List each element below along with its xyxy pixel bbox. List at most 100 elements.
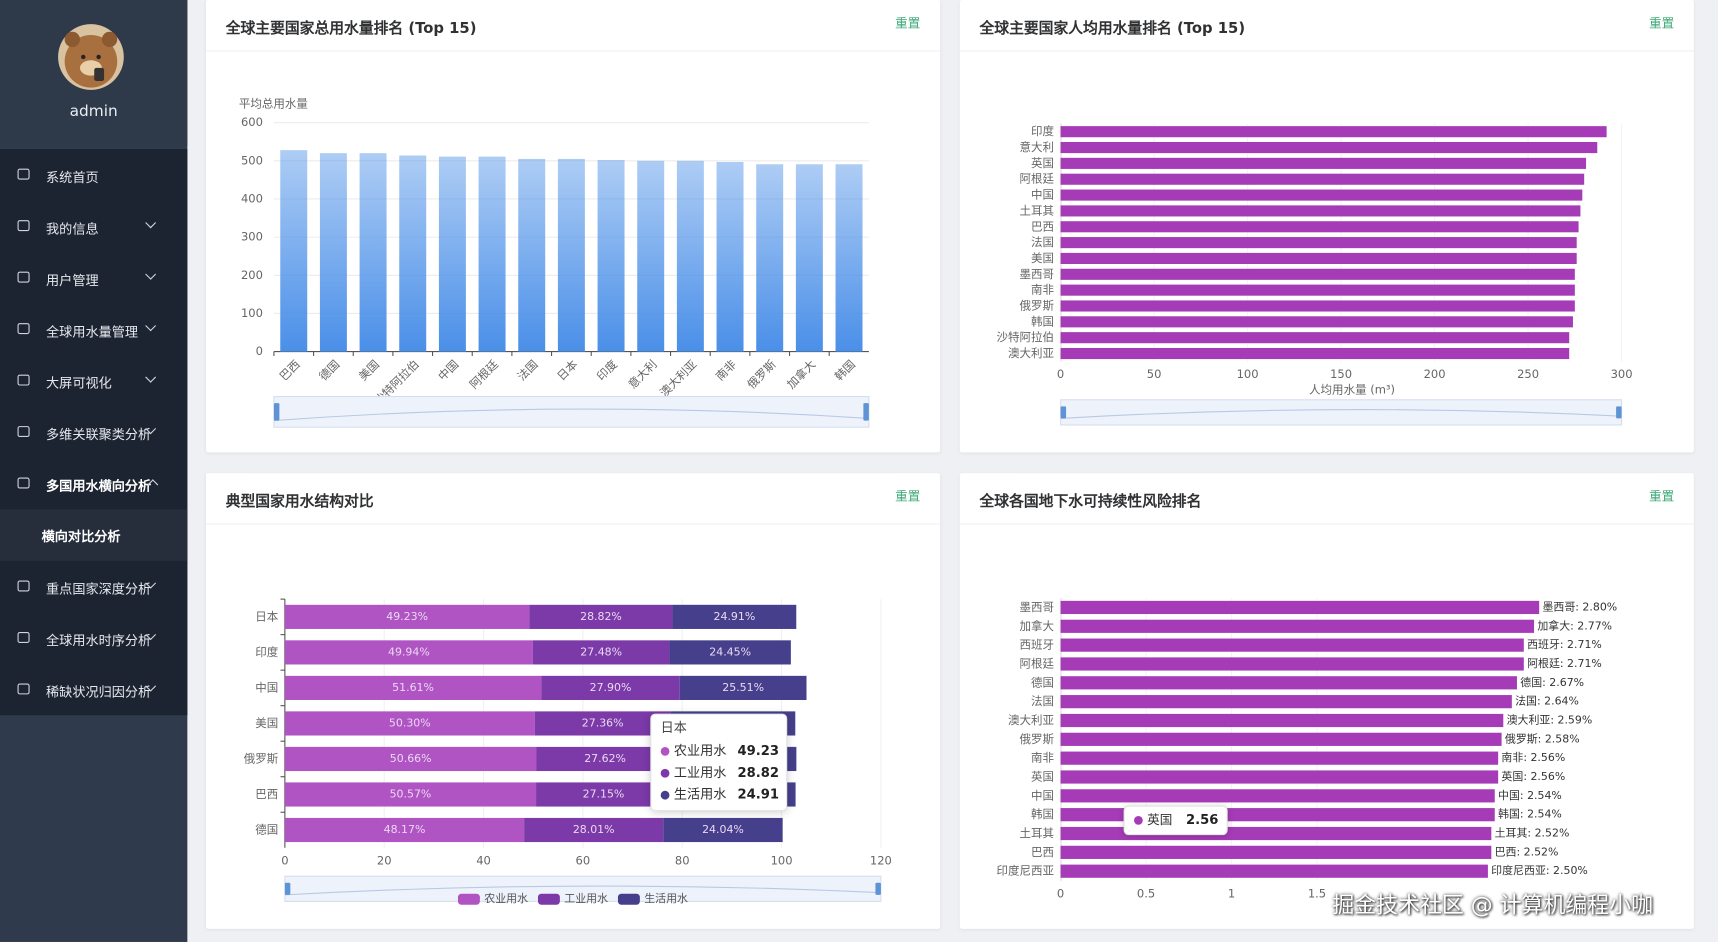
x-tick-label: 中国 bbox=[435, 357, 461, 383]
user-name: admin bbox=[69, 102, 118, 121]
bar bbox=[835, 164, 863, 352]
reset-button[interactable]: 重置 bbox=[1648, 15, 1675, 31]
y-tick-label: 墨西哥 bbox=[1020, 267, 1055, 281]
y-tick-label: 阿根廷 bbox=[1020, 656, 1055, 670]
x-tick-label: 300 bbox=[1611, 367, 1633, 381]
menu-item[interactable]: 系统首页 bbox=[0, 149, 187, 200]
y-tick-label: 南非 bbox=[1031, 283, 1055, 297]
chart: 0 50 100 150 200 250 300 人均用水量 (m³) 印度意大利英国阿根廷中国… bbox=[997, 123, 1633, 426]
menu-label: 全球用水量管理 bbox=[46, 324, 139, 340]
y-tick-label: 300 bbox=[241, 230, 263, 244]
tooltip-dot bbox=[660, 790, 670, 800]
bar bbox=[1060, 751, 1499, 765]
bar bbox=[1060, 864, 1488, 878]
value-label: 墨西哥: 2.80% bbox=[1542, 600, 1617, 613]
reset-button[interactable]: 重置 bbox=[895, 488, 921, 504]
menu-chevron bbox=[145, 371, 157, 383]
zoom-handle bbox=[284, 882, 291, 895]
menu-item[interactable]: 稀缺状况归因分析 bbox=[0, 664, 187, 715]
y-tick-label: 德国 bbox=[255, 823, 278, 837]
tooltip-name: 生活用水 bbox=[674, 787, 727, 803]
bar bbox=[1060, 676, 1517, 690]
zoom-preview bbox=[1060, 409, 1622, 419]
menu-icon bbox=[17, 477, 30, 489]
y-tick-label: 印度 bbox=[255, 645, 279, 659]
menu-item[interactable]: 重点国家深度分析 bbox=[0, 561, 187, 612]
bar bbox=[1060, 845, 1492, 859]
menu-icon bbox=[17, 683, 30, 695]
y-tick-label: 中国 bbox=[1031, 788, 1054, 802]
submenu-item[interactable]: 横向对比分析 bbox=[0, 509, 188, 561]
card-header: 典型国家用水结构对比 重置 bbox=[205, 473, 941, 525]
y-tick-label: 意大利 bbox=[1020, 140, 1055, 154]
y-tick-label: 俄罗斯 bbox=[1020, 732, 1055, 746]
value-label: 俄罗斯: 2.58% bbox=[1505, 732, 1580, 745]
menu-icon bbox=[17, 168, 30, 180]
reset-button[interactable]: 重置 bbox=[895, 15, 921, 31]
menu-label: 用户管理 bbox=[46, 272, 99, 289]
bar-segment bbox=[524, 817, 664, 843]
value-label: 48.17% bbox=[384, 823, 426, 836]
y-axis-name: 平均总用水量 bbox=[239, 97, 308, 111]
menu-icon bbox=[17, 631, 30, 643]
menu-item[interactable]: 大屏可视化 bbox=[0, 355, 187, 406]
x-tick-label: 50 bbox=[1147, 367, 1162, 381]
bar bbox=[359, 153, 387, 352]
x-tick-label: 0 bbox=[1057, 886, 1064, 900]
zoom-handle bbox=[863, 403, 869, 421]
menu-icon bbox=[17, 580, 30, 592]
bar bbox=[1060, 126, 1607, 138]
menu-item[interactable]: 多维关联聚类分析 bbox=[0, 406, 187, 457]
bar bbox=[597, 160, 625, 352]
value-label: 27.48% bbox=[580, 645, 622, 658]
menu-item[interactable]: 全球用水时序分析 bbox=[0, 612, 187, 663]
tooltip-value: 49.23 bbox=[737, 744, 779, 759]
x-tick-label: 0 bbox=[281, 853, 288, 867]
value-label: 27.15% bbox=[583, 787, 625, 800]
value-label: 24.91% bbox=[714, 610, 756, 623]
x-tick-label: 俄罗斯 bbox=[744, 357, 779, 392]
bar-segment bbox=[669, 640, 791, 665]
card-header: 全球主要国家总用水量排名 (Top 15) 重置 bbox=[205, 0, 941, 52]
menu-label: 多国用水横向分析 bbox=[46, 478, 152, 494]
tooltip-name: 工业用水 bbox=[674, 765, 727, 781]
chart-card: 全球主要国家总用水量排名 (Top 15) 重置 平均总用水量 0 100 200 30… bbox=[205, 0, 941, 453]
bar bbox=[1060, 252, 1577, 265]
bar bbox=[280, 150, 308, 352]
bar-segment bbox=[679, 675, 807, 701]
x-tick-label: 巴西 bbox=[277, 357, 303, 383]
x-tick-label: 100 bbox=[1237, 367, 1259, 381]
x-tick-label: 40 bbox=[476, 853, 491, 867]
menu-label: 我的信息 bbox=[46, 221, 99, 237]
bar-segment bbox=[541, 675, 680, 701]
value-label: 德国: 2.67% bbox=[1520, 675, 1584, 689]
y-tick-label: 日本 bbox=[255, 609, 279, 623]
bar bbox=[1060, 732, 1502, 746]
bar bbox=[1060, 347, 1570, 360]
menu: 系统首页我的信息用户管理全球用水量管理大屏可视化 多维关联聚类分析多国用水横向分析… bbox=[0, 148, 188, 716]
bar bbox=[1060, 221, 1579, 233]
y-tick-label: 沙特阿拉伯 bbox=[997, 330, 1055, 344]
y-tick-label: 加拿大 bbox=[1020, 619, 1055, 633]
y-tick-label: 南非 bbox=[1031, 751, 1055, 765]
menu-item[interactable]: 我的信息 bbox=[0, 200, 187, 251]
menu-icon bbox=[17, 220, 30, 232]
y-tick-label: 土耳其 bbox=[1020, 826, 1055, 840]
reset-button[interactable]: 重置 bbox=[1648, 488, 1675, 504]
menu-item[interactable]: 用户管理 bbox=[0, 252, 187, 303]
legend-label: 农业用水 bbox=[484, 891, 528, 905]
menu-chevron bbox=[145, 268, 157, 280]
chart-card: 典型国家用水结构对比 重置 0 20 40 60 80 100 120 日本 49.23% 28.… bbox=[205, 473, 941, 929]
y-tick-label: 韩国 bbox=[1031, 314, 1054, 328]
menu-item[interactable]: 全球用水量管理 bbox=[0, 303, 187, 354]
chart-card: 全球各国地下水可持续性风险排名 重置 0 0.5 1 1.5 墨西哥 墨西哥: 2.80%… bbox=[959, 473, 1694, 929]
x-tick-label: 印度 bbox=[594, 357, 621, 384]
bar bbox=[676, 160, 704, 352]
legend-swatch bbox=[537, 893, 560, 905]
y-tick-label: 中国 bbox=[1031, 188, 1054, 202]
bar bbox=[1060, 189, 1583, 201]
menu-item[interactable]: 多国用水横向分析 bbox=[0, 458, 187, 509]
y-tick-label: 500 bbox=[241, 153, 263, 167]
value-label: 24.04% bbox=[702, 823, 744, 836]
x-tick-label: 250 bbox=[1517, 367, 1539, 381]
